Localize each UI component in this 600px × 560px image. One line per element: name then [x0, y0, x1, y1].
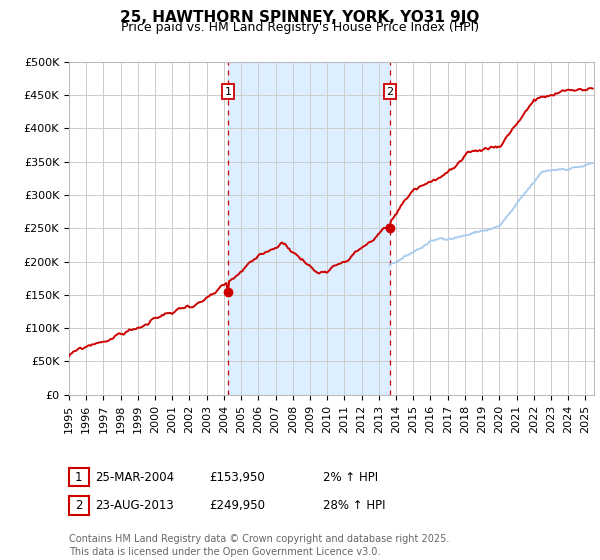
Text: 23-AUG-2013: 23-AUG-2013 — [95, 499, 174, 512]
Text: 25-MAR-2004: 25-MAR-2004 — [95, 470, 175, 484]
Text: £249,950: £249,950 — [209, 499, 265, 512]
Text: 1: 1 — [224, 87, 232, 96]
Text: 1: 1 — [75, 470, 83, 484]
Bar — [228, 62, 390, 395]
Text: 2: 2 — [386, 87, 394, 96]
Text: 25, HAWTHORN SPINNEY, YORK, YO31 9JQ: 25, HAWTHORN SPINNEY, YORK, YO31 9JQ — [121, 10, 479, 25]
Text: Price paid vs. HM Land Registry's House Price Index (HPI): Price paid vs. HM Land Registry's House … — [121, 21, 479, 34]
Text: 28% ↑ HPI: 28% ↑ HPI — [323, 499, 386, 512]
Text: 2% ↑ HPI: 2% ↑ HPI — [323, 470, 379, 484]
Text: 2: 2 — [75, 499, 83, 512]
Text: Contains HM Land Registry data © Crown copyright and database right 2025.
This d: Contains HM Land Registry data © Crown c… — [69, 534, 449, 557]
Text: £153,950: £153,950 — [209, 470, 265, 484]
